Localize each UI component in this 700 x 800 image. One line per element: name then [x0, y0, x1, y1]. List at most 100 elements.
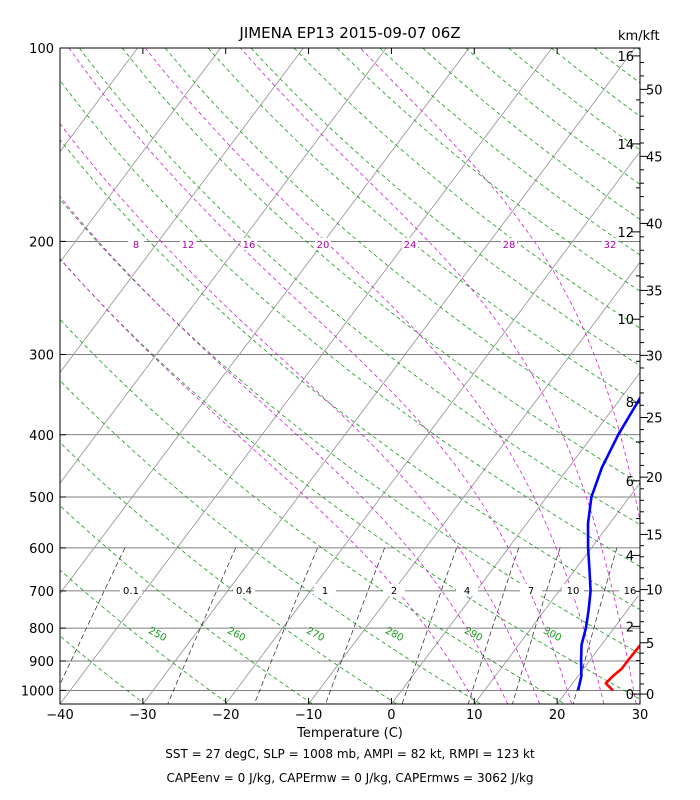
mixing-ratio-label: 16 [624, 586, 637, 597]
mixing-label-bg [120, 584, 142, 596]
isotherm-0 [391, 371, 640, 704]
km-tick-label: 10 [617, 313, 634, 328]
x-axis-label: Temperature (C) [296, 726, 403, 741]
footer-stats-line-1: SST = 27 degC, SLP = 1008 mb, AMPI = 82 … [165, 747, 535, 761]
dry-adiabat-380 [250, 48, 640, 367]
x-tick-label: −10 [295, 708, 322, 723]
pressure-tick-label: 900 [29, 655, 54, 670]
series-dewpoint [576, 395, 640, 691]
kft-tick-label: 50 [646, 83, 663, 98]
dry-adiabat-430 [465, 48, 640, 185]
dry-adiabat-280 [60, 379, 482, 704]
mixing-label-bg [383, 584, 405, 596]
x-tick-label: −30 [129, 708, 156, 723]
isotherm-30 [639, 703, 640, 704]
km-tick-label: 2 [626, 620, 634, 635]
kft-tick-label: 5 [646, 637, 654, 652]
isotherm--10 [308, 261, 640, 704]
plot-contents [60, 48, 700, 704]
pressure-tick-label: 500 [29, 491, 54, 506]
moist-label-bg [128, 238, 144, 250]
moist-adiabat-28 [240, 48, 637, 704]
moist-label-bg [241, 238, 257, 250]
mixing-label-bg [233, 584, 255, 596]
km-tick-label: 8 [626, 396, 634, 411]
km-tick-label: 14 [617, 138, 634, 153]
isotherm--30 [142, 48, 636, 704]
series-temperature [604, 643, 640, 692]
mixing-ratio-line-0.1 [60, 547, 126, 686]
moist-adiabat-label: 24 [404, 240, 417, 251]
dry-adiabat-440 [508, 48, 640, 151]
moist-adiabat-label: 8 [133, 240, 139, 251]
moist-adiabat-16 [60, 123, 541, 704]
moist-adiabat-label: 16 [243, 240, 256, 251]
kft-tick-label: 40 [646, 217, 663, 232]
pressure-tick-label: 100 [29, 42, 54, 57]
isotherm--20 [225, 150, 640, 704]
mixing-ratio-label: 1 [322, 586, 328, 597]
dry-adiabat-250 [60, 569, 229, 704]
mixing-ratio-line-7 [467, 547, 520, 704]
mixing-ratio-line-16 [572, 547, 618, 704]
mixing-label-bg [456, 584, 478, 596]
dry-adiabat-480 [680, 48, 700, 704]
dry-adiabat-260 [60, 505, 313, 704]
km-tick-label: 6 [626, 475, 634, 490]
moist-label-bg [402, 238, 418, 250]
moist-adiabat-8 [60, 257, 477, 704]
right-axis-label: km/kft [618, 29, 660, 44]
km-tick-label: 4 [626, 549, 634, 564]
x-tick-label: 10 [466, 708, 483, 723]
dry-adiabat-340 [79, 48, 640, 526]
pressure-tick-label: 600 [29, 542, 54, 557]
isotherm--60 [60, 48, 387, 484]
moist-label-bg [180, 238, 196, 250]
kft-tick-label: 45 [646, 150, 663, 165]
mixing-ratio-label: 7 [528, 586, 534, 597]
kft-tick-label: 0 [646, 688, 654, 703]
mixing-ratio-label: 2 [391, 586, 397, 597]
mixing-label-bg [520, 584, 542, 596]
mixing-ratio-label: 10 [567, 586, 580, 597]
mixing-ratio-label: 0.1 [123, 586, 139, 597]
x-tick-label: 30 [632, 708, 649, 723]
x-tick-label: 0 [387, 708, 395, 723]
mixing-ratio-line-4 [401, 547, 457, 704]
axes: −40 −30 −20 −10 0 10 20 30100200300400500600700… [21, 42, 663, 723]
kft-tick-label: 25 [646, 412, 663, 427]
moist-label-bg [501, 238, 517, 250]
dry-adiabat-360 [164, 48, 640, 444]
isotherm--90 [60, 48, 139, 153]
km-tick-label: 16 [617, 50, 634, 65]
x-tick-label: 20 [549, 708, 566, 723]
dry-adiabat-470 [637, 48, 640, 51]
pressure-tick-label: 1000 [21, 684, 54, 699]
mixing-label-bg [314, 584, 336, 596]
km-tick-label: 0 [626, 688, 634, 703]
moist-adiabat-12 [60, 196, 509, 704]
moist-adiabat-20 [68, 48, 573, 704]
mixing-ratio-label: 0.4 [236, 586, 252, 597]
dry-adiabat-230 [60, 702, 61, 704]
isotherm--50 [60, 48, 470, 595]
pressure-tick-label: 300 [29, 348, 54, 363]
isotherm--80 [60, 48, 221, 263]
x-tick-label: −40 [46, 708, 73, 723]
isotherm-10 [473, 482, 640, 704]
footer-stats-line-2: CAPEenv = 0 J/kg, CAPErmw = 0 J/kg, CAPE… [166, 771, 533, 785]
dry-adiabat-350 [121, 48, 640, 485]
dry-adiabat-390 [293, 48, 640, 329]
kft-tick-label: 30 [646, 349, 663, 364]
mixing-label-bg [619, 584, 641, 596]
plot-frame [59, 47, 641, 705]
mixing-label-bg [562, 584, 584, 596]
moist-adiabat-24 [144, 48, 605, 704]
pressure-tick-label: 400 [29, 429, 54, 444]
dry-adiabat-290 [60, 318, 565, 704]
mixing-ratio-label: 4 [464, 586, 470, 597]
dry-adiabat-240 [60, 635, 145, 704]
